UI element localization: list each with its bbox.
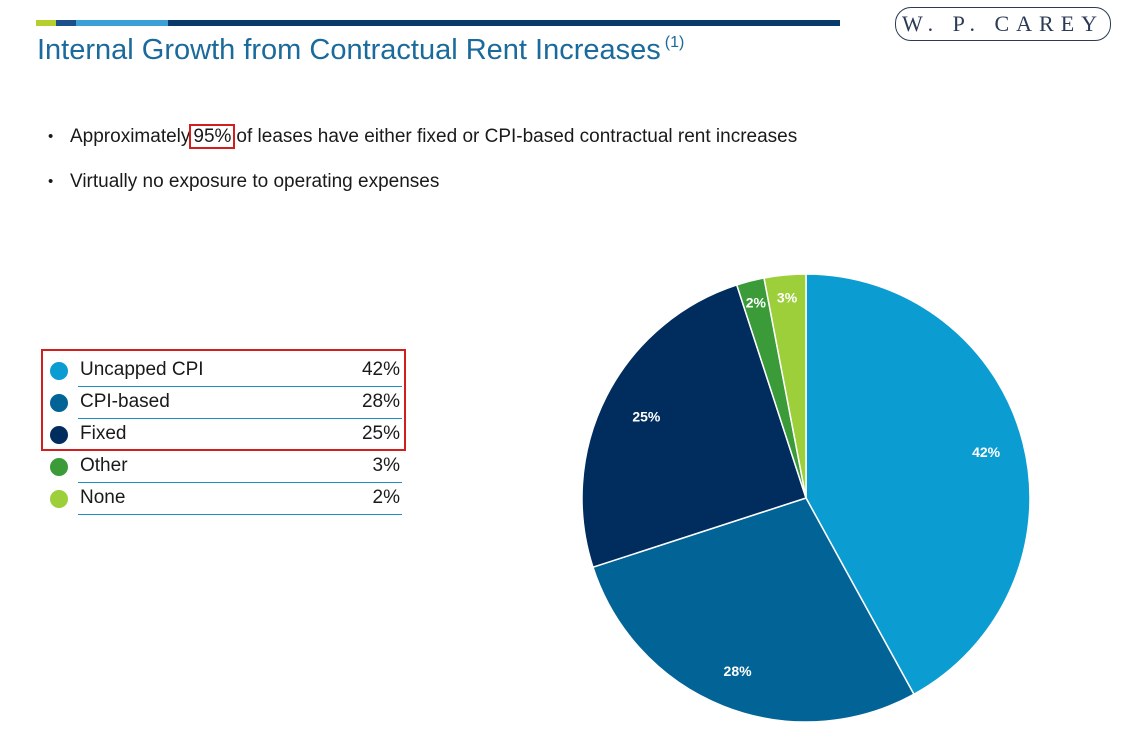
legend-label: CPI-based	[80, 391, 170, 412]
bullet-suffix: of leases have either fixed or CPI-based…	[236, 126, 798, 147]
wp-carey-logo: W. P. CAREY	[895, 7, 1111, 41]
bullet-item: Virtually no exposure to operating expen…	[48, 170, 797, 194]
legend-highlight-box	[41, 349, 406, 451]
legend-item-none: None 2%	[48, 484, 402, 516]
legend-swatch	[50, 458, 68, 476]
pie-slice-label: 3%	[777, 289, 798, 305]
legend-value: 2%	[372, 487, 400, 508]
footnote-reference: (1)	[664, 34, 685, 51]
legend-value: 3%	[372, 455, 400, 476]
legend-swatch	[50, 426, 68, 444]
legend-divider	[78, 482, 402, 483]
legend-label: Fixed	[80, 423, 127, 444]
accent-segment-sky	[76, 20, 168, 26]
bullet-prefix: Approximately	[70, 126, 191, 147]
legend-label: None	[80, 487, 126, 508]
header-accent-bar	[36, 20, 840, 26]
logo-text: W. P. CAREY	[901, 11, 1105, 36]
pie-slice-label: 25%	[632, 409, 661, 425]
chart-legend: Uncapped CPI 42% CPI-based 28% Fixed 25%…	[48, 356, 402, 516]
legend-item-other: Other 3%	[48, 452, 402, 484]
highlighted-percent: 95%	[189, 124, 236, 149]
accent-segment-navy	[56, 20, 76, 26]
pie-slice-label: 2%	[746, 295, 767, 311]
pie-slice	[805, 273, 1031, 696]
legend-divider	[78, 514, 402, 515]
legend-item-cpi-based: CPI-based 28%	[48, 388, 402, 420]
pie-slice	[763, 273, 807, 499]
legend-value: 28%	[361, 391, 400, 412]
bullet-text: Virtually no exposure to operating expen…	[70, 171, 440, 192]
legend-value: 42%	[361, 359, 400, 380]
pie-slice	[592, 497, 915, 723]
page-title-text: Internal Growth from Contractual Rent In…	[37, 34, 661, 66]
legend-item-uncapped-cpi: Uncapped CPI 42%	[48, 356, 402, 388]
legend-divider	[78, 418, 402, 419]
legend-label: Uncapped CPI	[80, 359, 204, 380]
legend-swatch	[50, 394, 68, 412]
legend-swatch	[50, 490, 68, 508]
pie-slice-label: 42%	[972, 444, 1001, 460]
legend-value: 25%	[361, 423, 400, 444]
legend-divider	[78, 386, 402, 387]
accent-segment-dark	[168, 20, 840, 26]
legend-label: Other	[80, 455, 128, 476]
legend-swatch	[50, 362, 68, 380]
pie-slice-label: 28%	[724, 663, 753, 679]
accent-segment-lime	[36, 20, 56, 26]
page-title: Internal Growth from Contractual Rent In…	[37, 34, 684, 67]
pie-slice	[581, 284, 807, 569]
